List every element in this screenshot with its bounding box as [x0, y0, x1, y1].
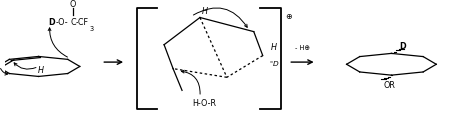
Text: ''D: ''D [270, 61, 279, 67]
Text: H: H [202, 7, 207, 16]
Text: O: O [69, 0, 76, 9]
Text: - H⊕: - H⊕ [295, 45, 310, 50]
Text: -O-: -O- [56, 18, 69, 27]
Text: H: H [38, 66, 44, 75]
Text: D: D [48, 18, 54, 27]
Text: 3: 3 [89, 26, 94, 32]
Text: H: H [271, 43, 277, 52]
Text: -CF: -CF [76, 18, 89, 27]
Text: H-O-R: H-O-R [192, 98, 217, 107]
Text: D: D [399, 42, 405, 51]
Text: ⊕: ⊕ [286, 12, 292, 21]
Text: OR: OR [383, 81, 395, 90]
Text: C: C [71, 18, 76, 27]
